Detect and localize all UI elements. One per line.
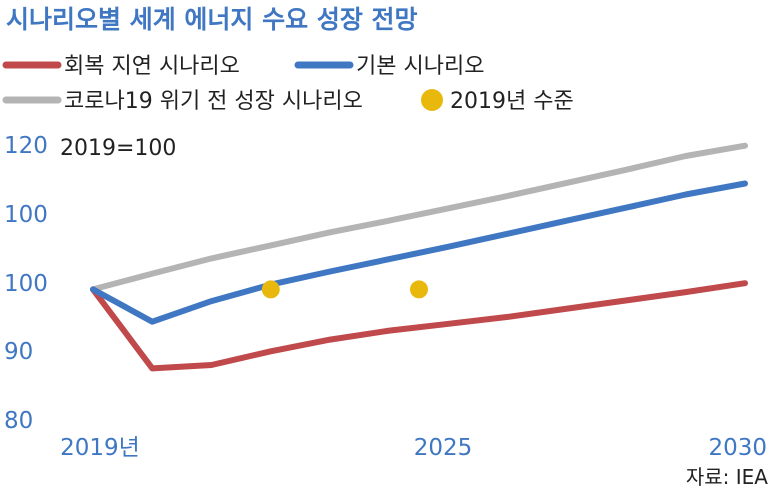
series-line-2 (90, 180, 748, 325)
x-tick-label: 2025 (414, 435, 473, 461)
x-axis: 2019년 2025 2030 (60, 435, 767, 461)
y-axis: 80 90 100 100 120 (4, 133, 48, 434)
source-note: 자료: IEA (686, 465, 768, 488)
legend-label-3: 코로나19 위기 전 성장 시나리오 (64, 89, 363, 114)
level-marker-point (410, 280, 428, 299)
chart-subtitle: 2019=100 (60, 136, 176, 161)
x-tick-label: 2030 (708, 435, 767, 461)
legend-marker-dot (421, 89, 443, 111)
y-tick-label: 100 (4, 271, 48, 297)
y-tick-label: 100 (4, 202, 48, 228)
series-line-3 (90, 142, 748, 293)
y-tick-label: 90 (4, 339, 33, 365)
chart-title: 시나리오별 세계 에너지 수요 성장 전망 (6, 5, 418, 34)
series-layer (90, 142, 748, 372)
y-tick-label: 120 (4, 133, 48, 159)
y-tick-label: 80 (4, 408, 33, 434)
marker-layer (261, 280, 428, 299)
x-tick-label: 2019년 (60, 435, 140, 461)
legend-marker-label: 2019년 수준 (450, 89, 574, 114)
series-line-1 (90, 280, 748, 372)
level-marker-point (261, 280, 280, 299)
legend-label-2: 기본 시나리오 (356, 54, 484, 79)
legend-label-1: 회복 지연 시나리오 (64, 54, 240, 79)
